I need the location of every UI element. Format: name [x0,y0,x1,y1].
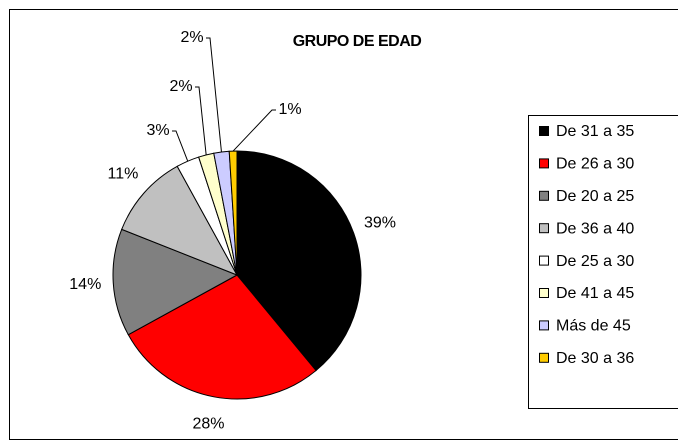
data-label: 28% [193,416,225,433]
legend-swatch [539,223,549,234]
leader-line [206,37,222,153]
legend-label: De 20 a 25 [556,188,634,205]
legend-label: Más de 45 [556,318,631,335]
pie-slice [127,274,317,400]
legend-swatch [539,126,549,136]
pie-slice [236,150,362,372]
leader-line [195,86,207,155]
legend-swatch [539,255,549,266]
legend-swatch [539,190,549,201]
legend-label: De 26 a 30 [556,156,634,173]
legend-swatch [539,158,549,169]
leader-line [172,130,189,162]
pie-slice [112,228,239,336]
data-label: 1% [278,101,301,118]
chart-title: GRUPO DE EDAD [293,33,422,50]
data-label: 2% [169,78,192,95]
legend-label: De 31 a 35 [556,123,634,140]
legend-label: De 25 a 30 [556,253,634,270]
pie-slice [228,150,238,276]
legend-swatch [539,320,549,331]
data-label: 14% [69,276,101,293]
legend-swatch [539,288,549,298]
legend-label: De 30 a 36 [556,350,634,367]
data-label: 39% [364,215,396,232]
legend-label: De 36 a 40 [556,220,634,237]
legend-swatch [539,352,549,363]
pie-slice [121,165,239,276]
data-label: 3% [146,122,169,139]
data-label: 2% [180,29,203,46]
data-label: 11% [108,166,139,183]
leader-line [232,109,276,152]
legend-box [528,115,678,409]
legend-label: De 41 a 45 [556,285,634,302]
